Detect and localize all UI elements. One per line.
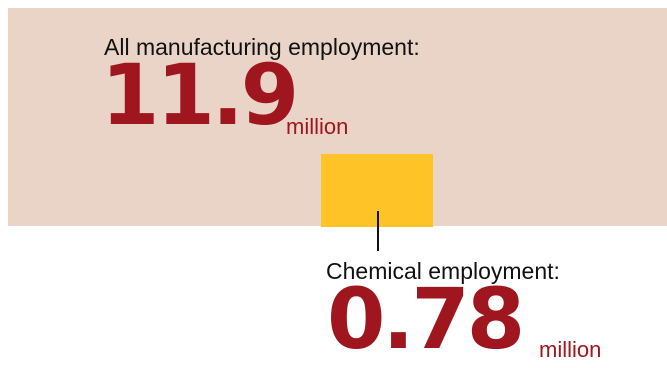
manufacturing-label: All manufacturing employment: xyxy=(104,34,420,60)
callout-line xyxy=(377,211,379,251)
chemical-value: 0.78 xyxy=(327,270,525,368)
manufacturing-value: 11.9 xyxy=(101,46,299,144)
manufacturing-unit: million xyxy=(286,114,349,139)
chemical-label: Chemical employment: xyxy=(326,258,560,284)
chemical-unit: million xyxy=(539,337,602,362)
